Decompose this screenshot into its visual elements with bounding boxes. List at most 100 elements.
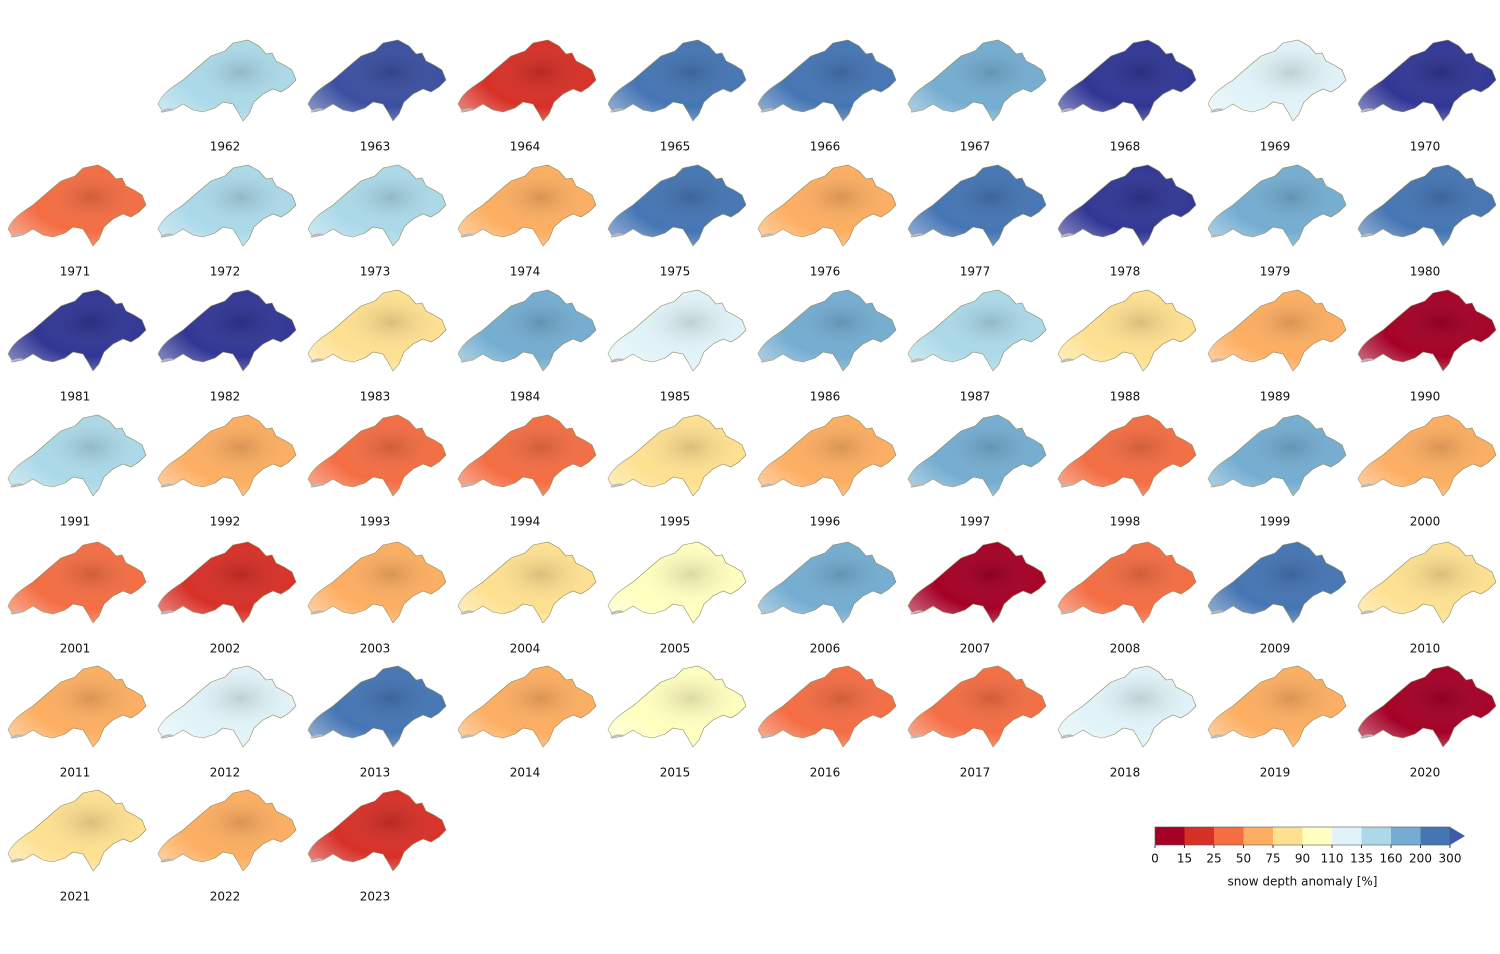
lake (1210, 483, 1224, 488)
map-panel (307, 164, 447, 247)
colorbar-segment (1302, 827, 1333, 845)
map-relief (158, 666, 296, 747)
map-relief (1058, 415, 1196, 496)
map-panel (7, 541, 147, 624)
colorbar-segment (1332, 827, 1362, 845)
year-label: 2021 (60, 890, 91, 904)
year-label: 1998 (1110, 515, 1141, 529)
year-label: 2005 (660, 642, 691, 656)
map-relief (1358, 666, 1496, 747)
year-label: 2007 (960, 642, 991, 656)
lake (10, 483, 24, 488)
year-label: 1999 (1260, 515, 1291, 529)
map-relief (608, 40, 746, 121)
map-panel (907, 39, 1047, 122)
year-label: 2006 (810, 642, 841, 656)
map-panel (7, 789, 147, 872)
lake (610, 108, 624, 113)
lake (310, 233, 324, 238)
year-label: 1997 (960, 515, 991, 529)
map-relief (1058, 40, 1196, 121)
map-panel (457, 665, 597, 748)
map-panel (907, 289, 1047, 372)
year-label: 1983 (360, 390, 391, 404)
map-relief (1058, 666, 1196, 747)
map-panel (157, 541, 297, 624)
map-panel (907, 541, 1047, 624)
lake (460, 233, 474, 238)
map-panel (1207, 289, 1347, 372)
year-label: 1991 (60, 515, 91, 529)
colorbar-segment (1361, 827, 1392, 845)
map-relief (458, 290, 596, 371)
map-relief (1358, 40, 1496, 121)
lake (760, 483, 774, 488)
map-panel (1057, 665, 1197, 748)
year-label: 2012 (210, 766, 241, 780)
map-relief (458, 165, 596, 246)
map-panel (157, 39, 297, 122)
colorbar-tick-label: 200 (1409, 852, 1432, 866)
year-label: 1988 (1110, 390, 1141, 404)
year-label: 2019 (1260, 766, 1291, 780)
map-panel (1207, 39, 1347, 122)
map-panel (307, 665, 447, 748)
map-panel (607, 289, 747, 372)
lake (1210, 734, 1224, 739)
map-relief (158, 290, 296, 371)
map-panel (7, 665, 147, 748)
map-relief (758, 542, 896, 623)
map-panel (307, 289, 447, 372)
map-relief (458, 415, 596, 496)
year-label: 1992 (210, 515, 241, 529)
map-panel (7, 164, 147, 247)
lake (910, 483, 924, 488)
lake (10, 233, 24, 238)
lake (910, 358, 924, 363)
map-panel (607, 414, 747, 497)
year-label: 1969 (1260, 140, 1291, 154)
map-relief (1208, 40, 1346, 121)
map-panel (757, 289, 897, 372)
map-relief (908, 40, 1046, 121)
colorbar-segment (1273, 827, 1303, 845)
year-label: 2023 (360, 890, 391, 904)
lake (1210, 610, 1224, 615)
year-label: 1994 (510, 515, 541, 529)
map-relief (158, 40, 296, 121)
lake (760, 734, 774, 739)
lake (610, 734, 624, 739)
year-label: 1966 (810, 140, 841, 154)
map-relief (308, 290, 446, 371)
lake (760, 233, 774, 238)
lake (610, 483, 624, 488)
lake (160, 858, 174, 863)
map-panel (757, 164, 897, 247)
year-label: 1967 (960, 140, 991, 154)
map-panel (607, 541, 747, 624)
year-label: 1962 (210, 140, 241, 154)
year-label: 1982 (210, 390, 241, 404)
map-panel (1357, 289, 1497, 372)
map-panel (157, 789, 297, 872)
map-relief (608, 290, 746, 371)
lake (10, 734, 24, 739)
lake (1360, 108, 1374, 113)
lake (910, 610, 924, 615)
map-panel (1357, 414, 1497, 497)
map-relief (908, 415, 1046, 496)
map-panel (457, 164, 597, 247)
map-relief (158, 790, 296, 871)
year-label: 2015 (660, 766, 691, 780)
lake (760, 610, 774, 615)
lake (160, 358, 174, 363)
year-label: 2010 (1410, 642, 1441, 656)
lake (760, 358, 774, 363)
lake (160, 610, 174, 615)
map-relief (1358, 165, 1496, 246)
colorbar-tick-label: 110 (1321, 852, 1344, 866)
colorbar-segment (1243, 827, 1274, 845)
lake (160, 233, 174, 238)
map-panel (1357, 164, 1497, 247)
